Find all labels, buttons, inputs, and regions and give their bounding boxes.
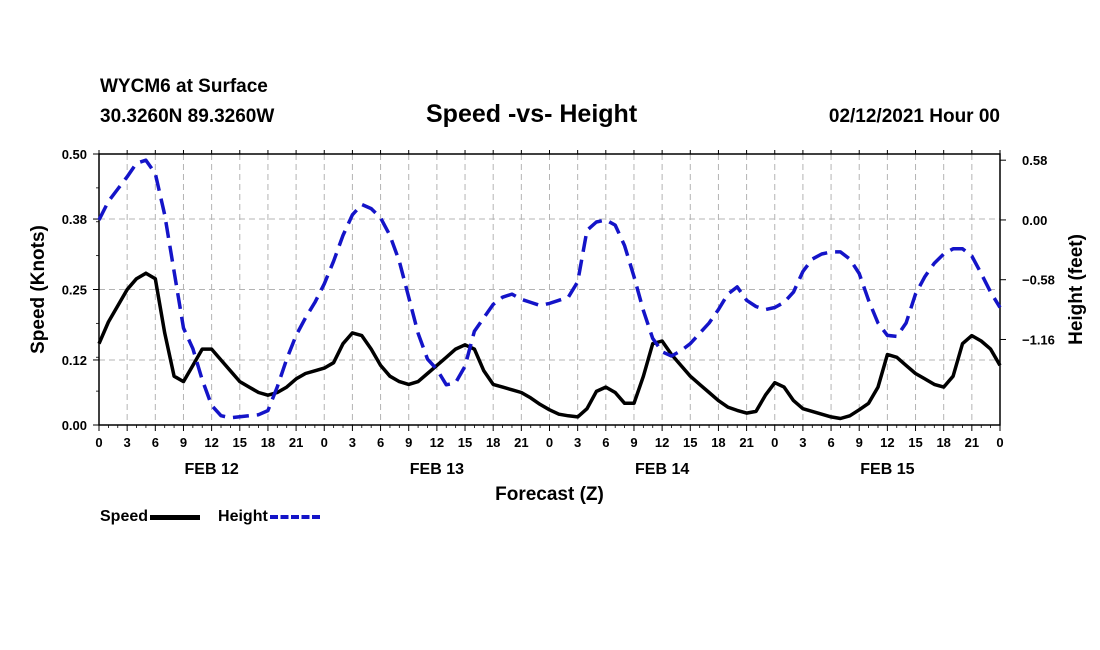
- x-tick-label: 15: [458, 435, 472, 450]
- x-tick-label: 21: [514, 435, 528, 450]
- x-tick-label: 12: [880, 435, 894, 450]
- y-right-tick-label: −0.58: [1022, 273, 1055, 288]
- legend: Speed Height: [100, 508, 338, 526]
- day-label: FEB 12: [185, 461, 239, 478]
- y-left-tick-label: 0.25: [62, 283, 87, 298]
- x-tick-label: 21: [965, 435, 979, 450]
- series-line-height: [97, 158, 1002, 420]
- x-tick-label: 0: [771, 435, 778, 450]
- x-tick-label: 0: [546, 435, 553, 450]
- day-label: FEB 14: [635, 461, 689, 478]
- y-left-tick-label: 0.38: [62, 212, 87, 227]
- legend-item-height: Height: [218, 508, 320, 526]
- y-right-tick-label: −1.16: [1022, 332, 1055, 347]
- x-tick-label: 21: [739, 435, 753, 450]
- y-right-axis-label: Height (feet): [1066, 234, 1087, 345]
- chart-title: Speed -vs- Height: [426, 100, 638, 128]
- x-axis-label: Forecast (Z): [495, 484, 604, 505]
- legend-speed-label: Speed: [100, 508, 149, 525]
- x-tick-label: 15: [908, 435, 922, 450]
- x-tick-label: 6: [602, 435, 609, 450]
- y-left-tick-label: 0.12: [62, 353, 87, 368]
- y-left-tick-label: 0.00: [62, 418, 87, 433]
- y-right-tick-label: 0.00: [1022, 213, 1047, 228]
- x-tick-label: 12: [430, 435, 444, 450]
- x-tick-label: 6: [152, 435, 159, 450]
- x-tick-label: 3: [349, 435, 356, 450]
- x-tick-label: 15: [683, 435, 697, 450]
- x-tick-label: 18: [936, 435, 950, 450]
- x-tick-label: 0: [996, 435, 1003, 450]
- legend-height-label: Height: [218, 508, 268, 525]
- x-tick-label: 6: [827, 435, 834, 450]
- legend-height-swatch: [269, 515, 320, 519]
- x-tick-label: 18: [261, 435, 275, 450]
- x-tick-label: 6: [377, 435, 384, 450]
- x-tick-label: 18: [711, 435, 725, 450]
- legend-item-speed: Speed: [100, 508, 201, 526]
- x-tick-label: 9: [856, 435, 863, 450]
- x-tick-label: 3: [124, 435, 131, 450]
- x-tick-label: 18: [486, 435, 500, 450]
- day-label: FEB 15: [860, 461, 914, 478]
- date-hour-label: 02/12/2021 Hour 00: [828, 106, 1000, 127]
- x-tick-label: 9: [180, 435, 187, 450]
- x-tick-label: 0: [95, 435, 102, 450]
- y-right-tick-label: 0.58: [1022, 153, 1047, 168]
- y-left-axis-label: Speed (Knots): [28, 225, 49, 354]
- station-label: WYCM6 at Surface: [100, 76, 268, 97]
- x-tick-label: 3: [574, 435, 581, 450]
- coordinates-label: 30.3260N 89.3260W: [100, 106, 275, 127]
- x-tick-label: 15: [233, 435, 247, 450]
- x-tick-label: 0: [321, 435, 328, 450]
- x-tick-label: 9: [630, 435, 637, 450]
- x-tick-label: 21: [289, 435, 303, 450]
- day-label: FEB 13: [410, 461, 464, 478]
- series-line-speed: [97, 271, 1002, 421]
- y-left-tick-label: 0.50: [62, 147, 87, 162]
- x-tick-label: 9: [405, 435, 412, 450]
- legend-speed-swatch: [150, 514, 201, 520]
- x-tick-label: 12: [655, 435, 669, 450]
- x-tick-label: 12: [204, 435, 218, 450]
- x-tick-label: 3: [799, 435, 806, 450]
